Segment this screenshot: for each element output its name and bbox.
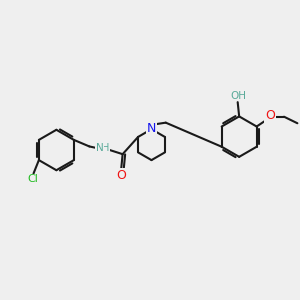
Text: OH: OH xyxy=(231,91,247,100)
Text: N: N xyxy=(147,122,157,135)
Text: O: O xyxy=(116,169,126,182)
Text: Cl: Cl xyxy=(28,174,38,184)
Text: N: N xyxy=(96,143,103,153)
Text: O: O xyxy=(265,109,275,122)
Text: H: H xyxy=(102,143,109,153)
